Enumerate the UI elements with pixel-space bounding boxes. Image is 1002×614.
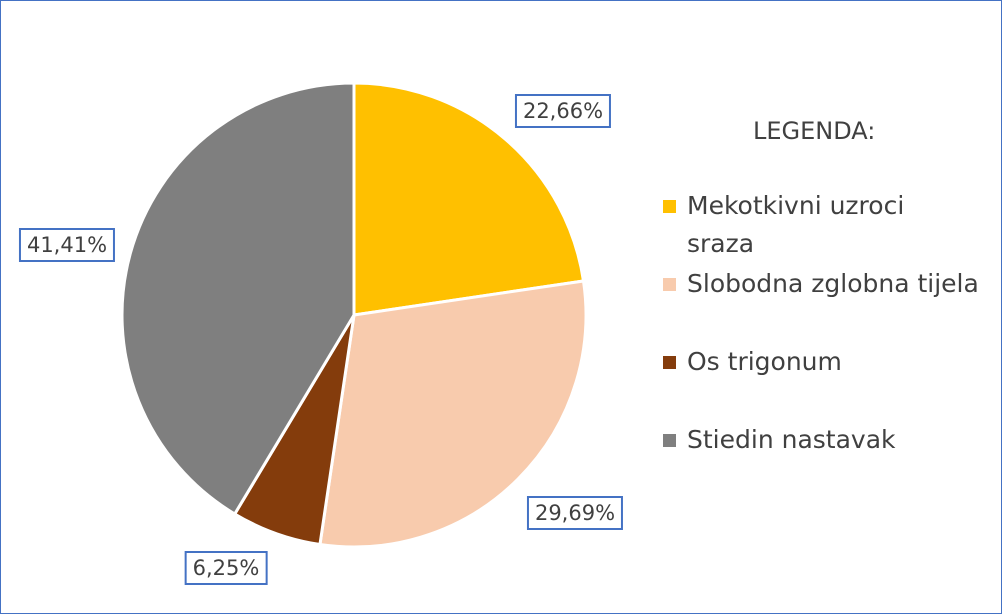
- legend-entry: Slobodna zglobna tijela: [663, 265, 979, 303]
- legend-entry: Mekotkivni uzroci sraza: [663, 187, 913, 263]
- pie-slice: [352, 81, 586, 317]
- legend-swatch: [663, 278, 676, 291]
- legend-label: Stiedin nastavak: [687, 425, 896, 454]
- data-label: 29,69%: [526, 496, 624, 530]
- legend-swatch: [663, 434, 676, 447]
- legend-swatch: [663, 200, 676, 213]
- legend-label: Slobodna zglobna tijela: [687, 269, 979, 298]
- legend-label: Mekotkivni uzroci sraza: [687, 191, 905, 258]
- legend-label: Os trigonum: [687, 347, 842, 376]
- data-label: 22,66%: [514, 94, 612, 128]
- pie-slice: [120, 81, 356, 517]
- legend-entry: Os trigonum: [663, 343, 913, 381]
- legend-title: LEGENDA:: [753, 117, 876, 145]
- data-label: 6,25%: [184, 551, 268, 585]
- data-label: 41,41%: [18, 228, 116, 262]
- legend-entry: Stiedin nastavak: [663, 421, 913, 459]
- legend-swatch: [663, 356, 676, 369]
- pie-slice: [318, 279, 588, 549]
